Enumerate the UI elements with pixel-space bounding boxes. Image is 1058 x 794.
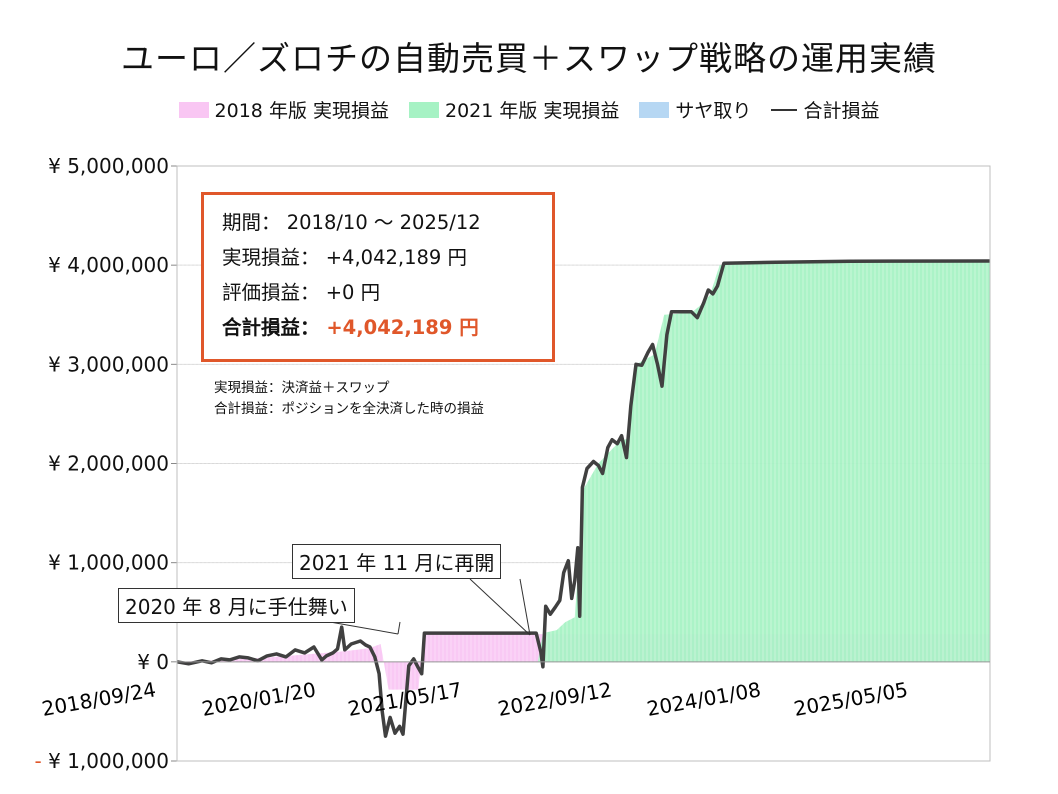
total-pl-line [176,259,991,738]
legend-item-2018: 2018 年版 実現損益 [178,96,389,123]
notes: 実現損益：決済益＋スワップ 合計損益：ポジションを全決済した時の損益 [214,378,484,420]
period-value: 2018/10 ～ 2025/12 [286,211,481,234]
legend-swatch-2021 [408,101,439,118]
ytick-label-1: ¥ 0 [137,650,169,674]
realized-value: +4,042,189 円 [325,246,467,269]
legend-label-total: 合計損益 [803,100,880,122]
ytick-label-0: - ¥ 1,000,000 [35,749,169,773]
callout-close-2020: 2020 年 8 月に手仕舞い [118,588,355,623]
legend-swatch-sayatori [639,101,670,118]
legend-swatch-total [771,108,798,111]
total-row: 合計損益： +4,042,189 円 [222,310,552,345]
chart-title: ユーロ／ズロチの自動売買＋スワップ戦略の運用実績 [121,39,937,78]
y-axis-ticks: - ¥ 1,000,000 ¥ 0 ¥ 1,000,000 ¥ 2,000,000 ¥ … [35,154,169,773]
total-label: 合計損益： [222,316,320,339]
realized-row: 実現損益： +4,042,189 円 [222,240,552,275]
ytick-label-5: ¥ 4,000,000 [48,253,169,277]
unrealized-row: 評価損益： +0 円 [222,275,552,310]
legend-label-2021: 2021 年版 実現損益 [444,100,620,122]
leader-restart [469,578,531,636]
leader-close [329,621,399,635]
note-realized: 実現損益：決済益＋スワップ [214,380,390,396]
unrealized-value: +0 円 [325,281,381,304]
line-series [176,259,991,738]
leader-restart-2 [519,578,531,636]
ytick-label-3: ¥ 2,000,000 [48,452,169,476]
realized-label: 実現損益： [222,246,320,269]
period-label: 期間： [222,211,281,234]
legend: 2018 年版 実現損益 2021 年版 実現損益 サヤ取り 合計損益 [0,96,1058,123]
note-total: 合計損益：ポジションを全決済した時の損益 [214,401,484,417]
ytick-label-2: ¥ 1,000,000 [48,551,169,575]
period-row: 期間： 2018/10 ～ 2025/12 [222,205,552,240]
plot-frame [176,165,991,762]
leader-close-2 [397,621,401,635]
summary-box: 期間： 2018/10 ～ 2025/12 実現損益： +4,042,189 円… [201,192,555,362]
legend-swatch-2018 [178,101,209,118]
total-value: +4,042,189 円 [326,316,479,339]
callout-leaders [329,578,531,636]
plot-border [176,165,991,762]
ytick-label-4: ¥ 3,000,000 [48,352,169,376]
callout-restart-2021: 2021 年 11 月に再開 [292,544,502,579]
legend-label-sayatori: サヤ取り [675,100,752,122]
area-1 [524,260,990,662]
ytick-label-6: ¥ 5,000,000 [48,154,169,178]
xtick-label-0: 2018/09/24 [40,677,158,721]
unrealized-label: 評価損益： [222,281,320,304]
legend-label-2018: 2018 年版 実現損益 [214,100,389,122]
legend-item-sayatori: サヤ取り [639,96,751,123]
legend-item-total: 合計損益 [771,96,879,123]
legend-item-2021: 2021 年版 実現損益 [408,96,620,123]
